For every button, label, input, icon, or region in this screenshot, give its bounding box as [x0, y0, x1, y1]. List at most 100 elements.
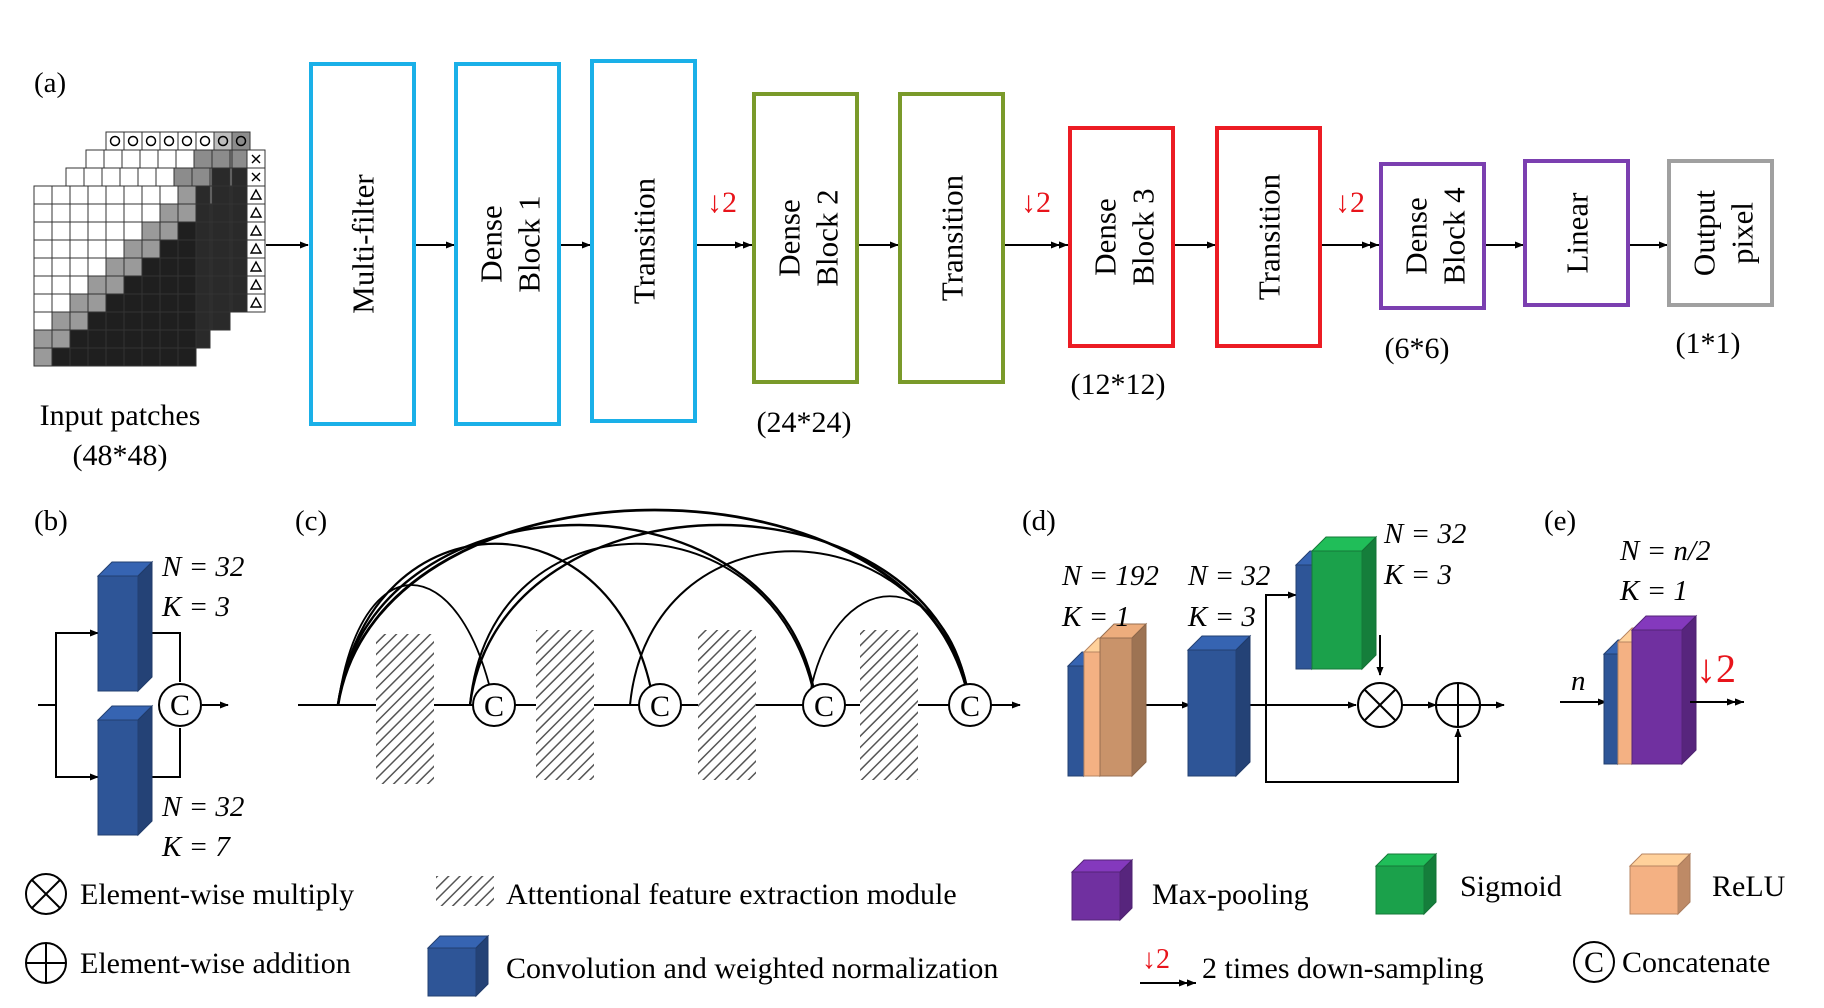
pipeline-block-5: Transition	[898, 92, 1005, 384]
attention-module	[376, 634, 434, 784]
attention-module	[860, 630, 918, 780]
pipeline-blocks: Multi-filter DenseBlock 1 Transition DenseB…	[309, 59, 1774, 426]
concatenate-icon	[948, 683, 992, 727]
concatenate-symbol: C	[484, 690, 504, 723]
panel-b-top-k: K = 3	[161, 591, 230, 623]
sigmoid-slab	[1310, 535, 1378, 671]
legend-cube	[1374, 852, 1438, 916]
panel-d-k2: K = 3	[1187, 601, 1256, 633]
conv-block-k3	[1186, 634, 1252, 778]
legend-conv-label: Convolution and weighted normalization	[506, 952, 998, 985]
pipeline-block-label: Transition	[935, 174, 970, 301]
legend-downsample-symbol: ↓2	[1142, 944, 1170, 975]
relu-slab	[1098, 622, 1148, 778]
legend-relu-cube	[1628, 852, 1692, 916]
conv-sigmoid-block	[1294, 535, 1378, 671]
concatenate-icon	[472, 683, 516, 727]
legend-addition-icon	[25, 942, 67, 984]
size-label-6: (6*6)	[1385, 332, 1450, 365]
panel-d-n2: N = 32	[1187, 560, 1270, 592]
attention-module	[698, 630, 756, 780]
legend: Element-wise multiply Element-wise addit…	[25, 852, 1786, 998]
panel-label-a: (a)	[34, 67, 66, 99]
panel-d-k1: K = 1	[1061, 601, 1130, 633]
size-label-1: (1*1)	[1676, 327, 1741, 360]
pipeline-block-1: Multi-filter	[309, 62, 416, 426]
downsample-marker-1: ↓2	[707, 186, 737, 219]
panel-b-bottom-n: N = 32	[161, 791, 244, 823]
concatenate-icon	[158, 683, 202, 727]
panel-d-lines	[1138, 591, 1505, 783]
legend-addition-label: Element-wise addition	[80, 947, 351, 980]
legend-maxpool-cube	[1070, 858, 1134, 922]
concatenate-symbol: C	[170, 689, 190, 722]
panel-e-n: N = n/2	[1619, 535, 1710, 567]
legend-downsampling-label: 2 times down-sampling	[1202, 952, 1484, 985]
panel-d-n3: N = 32	[1383, 518, 1466, 550]
legend-cube	[1628, 852, 1692, 916]
legend-sigmoid-label: Sigmoid	[1460, 870, 1562, 903]
panel-b-bottom-k: K = 7	[161, 831, 231, 863]
panel-label-b: (b)	[34, 505, 68, 537]
attention-module	[536, 630, 594, 780]
size-label-12: (12*12)	[1071, 368, 1166, 401]
panel-label-e: (e)	[1544, 505, 1576, 537]
downsample-marker-2: ↓2	[1021, 186, 1051, 219]
pipeline-block-label: DenseBlock 3	[1088, 188, 1161, 285]
panel-d-n1: N = 192	[1061, 560, 1159, 592]
addition-icon	[1435, 682, 1481, 728]
concatenate-icon	[802, 683, 846, 727]
pipeline-block-label: Transition	[1252, 173, 1287, 300]
legend-relu-label: ReLU	[1712, 870, 1786, 903]
pipeline-block-10: Outputpixel	[1667, 159, 1774, 307]
legend-attention-label: Attentional feature extraction module	[506, 878, 957, 911]
legend-concatenate-icon	[1573, 941, 1615, 983]
legend-conv-cube	[426, 934, 490, 998]
pipeline-block-7: Transition	[1215, 126, 1322, 348]
pipeline-block-label: Linear	[1560, 192, 1595, 274]
panel-b-lines	[38, 629, 229, 781]
legend-maxpool-label: Max-pooling	[1152, 878, 1309, 911]
pipeline-block-label: Multi-filter	[346, 174, 381, 314]
input-patches-image	[33, 131, 309, 367]
legend-sigmoid-cube	[1374, 852, 1438, 916]
legend-hatch-swatch	[436, 876, 494, 906]
input-patch-layer	[33, 185, 197, 367]
panel-e-k: K = 1	[1619, 575, 1688, 607]
panel-label-c: (c)	[295, 505, 327, 537]
conv-block-k7	[96, 704, 154, 837]
pipeline-block-6: DenseBlock 3	[1068, 126, 1175, 348]
legend-cube	[426, 934, 490, 998]
conv-slab	[96, 560, 154, 693]
panel-b-top-n: N = 32	[161, 551, 244, 583]
pipeline-block-2: DenseBlock 1	[454, 62, 561, 426]
pipeline-block-label: Outputpixel	[1687, 190, 1760, 277]
concatenate-symbol: C	[650, 690, 670, 723]
maxpool-slab	[1630, 614, 1698, 766]
dense-connection-arcs	[336, 508, 972, 706]
pipeline-block-label: DenseBlock 2	[772, 189, 845, 286]
panel-label-d: (d)	[1022, 505, 1056, 537]
legend-concatenate-label: Concatenate	[1622, 946, 1770, 979]
input-patches-label: Input patches	[40, 399, 201, 432]
input-patch-symbols	[109, 135, 266, 313]
pipeline-block-9: Linear	[1523, 159, 1630, 307]
legend-concatenate-symbol: C	[1584, 946, 1604, 979]
panel-e-input: n	[1571, 665, 1586, 697]
pipeline-block-8: DenseBlock 4	[1379, 162, 1486, 310]
legend-multiply-icon	[25, 873, 67, 915]
conv-slab	[96, 704, 154, 837]
concatenate-icon	[638, 683, 682, 727]
input-patches-size: (48*48)	[73, 439, 168, 472]
conv-block-k3	[96, 560, 154, 693]
multiply-icon	[1357, 682, 1403, 728]
pipeline-block-3: Transition	[590, 59, 697, 423]
conv-relu-maxpool-block	[1602, 614, 1698, 766]
conv-relu-block-k1	[1066, 622, 1148, 778]
pipeline-block-label: DenseBlock 4	[1399, 187, 1472, 285]
downsample-marker-3: ↓2	[1335, 186, 1365, 219]
pipeline-block-label: DenseBlock 1	[474, 195, 547, 292]
pipeline-block-4: DenseBlock 2	[752, 92, 859, 384]
pipeline-block-label: Transition	[627, 177, 662, 304]
